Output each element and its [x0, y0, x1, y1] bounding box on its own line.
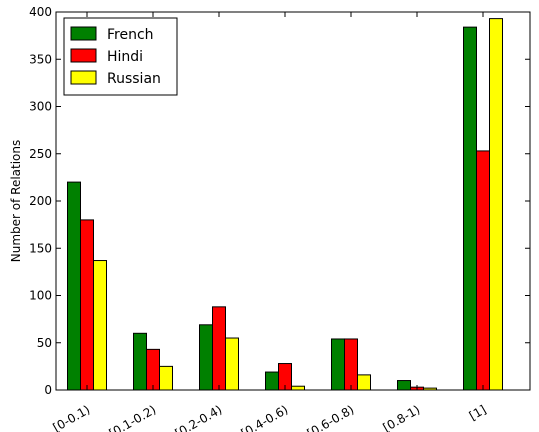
legend-label-russian: Russian — [107, 71, 161, 87]
x-tick-label-3: [0.4-0.6) — [239, 402, 291, 432]
bar-russian-1 — [159, 365, 173, 391]
bar-hindi-1 — [146, 348, 160, 391]
bar-russian-6 — [489, 18, 503, 391]
legend-label-hindi: Hindi — [107, 49, 143, 65]
bar-french-2 — [199, 324, 213, 391]
plot-frame — [55, 11, 531, 391]
bar-hindi-2 — [212, 306, 226, 391]
x-tick-label-0: [0-0.1) — [50, 402, 92, 432]
bar-russian-0 — [93, 260, 107, 391]
y-tick-label-8: 400 — [29, 5, 52, 19]
bar-french-1 — [133, 332, 147, 391]
x-tick-label-1: [0.1-0.2) — [107, 402, 159, 432]
x-tick-label-4: [0.6-0.8) — [305, 402, 357, 432]
y-axis-label: Number of Relations — [9, 140, 23, 263]
y-tick-label-0: 0 — [44, 383, 52, 397]
x-tick-label-5: [0.8-1) — [380, 402, 422, 432]
bar-russian-3 — [291, 385, 305, 391]
legend: French Hindi Russian — [63, 17, 178, 96]
legend-swatch-russian — [70, 70, 97, 85]
bar-french-5 — [397, 380, 411, 391]
y-tick-label-5: 250 — [29, 147, 52, 161]
bar-hindi-0 — [80, 219, 94, 391]
legend-label-french: French — [107, 27, 154, 43]
bars-group — [67, 18, 503, 391]
x-tick-label-6: [1] — [467, 402, 489, 423]
bar-french-4 — [331, 338, 345, 391]
bar-french-0 — [67, 181, 81, 391]
y-tick-label-3: 150 — [29, 241, 52, 255]
x-tick-label-2: [0.2-0.4) — [173, 402, 225, 432]
y-tick-label-2: 100 — [29, 289, 52, 303]
legend-swatch-french — [70, 26, 97, 41]
legend-swatch-hindi — [70, 48, 97, 63]
y-tick-label-7: 350 — [29, 52, 52, 66]
bar-russian-2 — [225, 337, 239, 391]
bar-french-6 — [463, 26, 477, 391]
bar-hindi-6 — [476, 150, 490, 391]
y-tick-label-6: 300 — [29, 100, 52, 114]
y-axis-ticks: 0 50 100 150 200 250 300 350 400 — [29, 5, 530, 397]
y-tick-label-4: 200 — [29, 194, 52, 208]
bar-russian-4 — [357, 374, 371, 391]
bar-hindi-4 — [344, 338, 358, 391]
bar-french-3 — [265, 371, 279, 391]
y-tick-label-1: 50 — [37, 336, 52, 350]
